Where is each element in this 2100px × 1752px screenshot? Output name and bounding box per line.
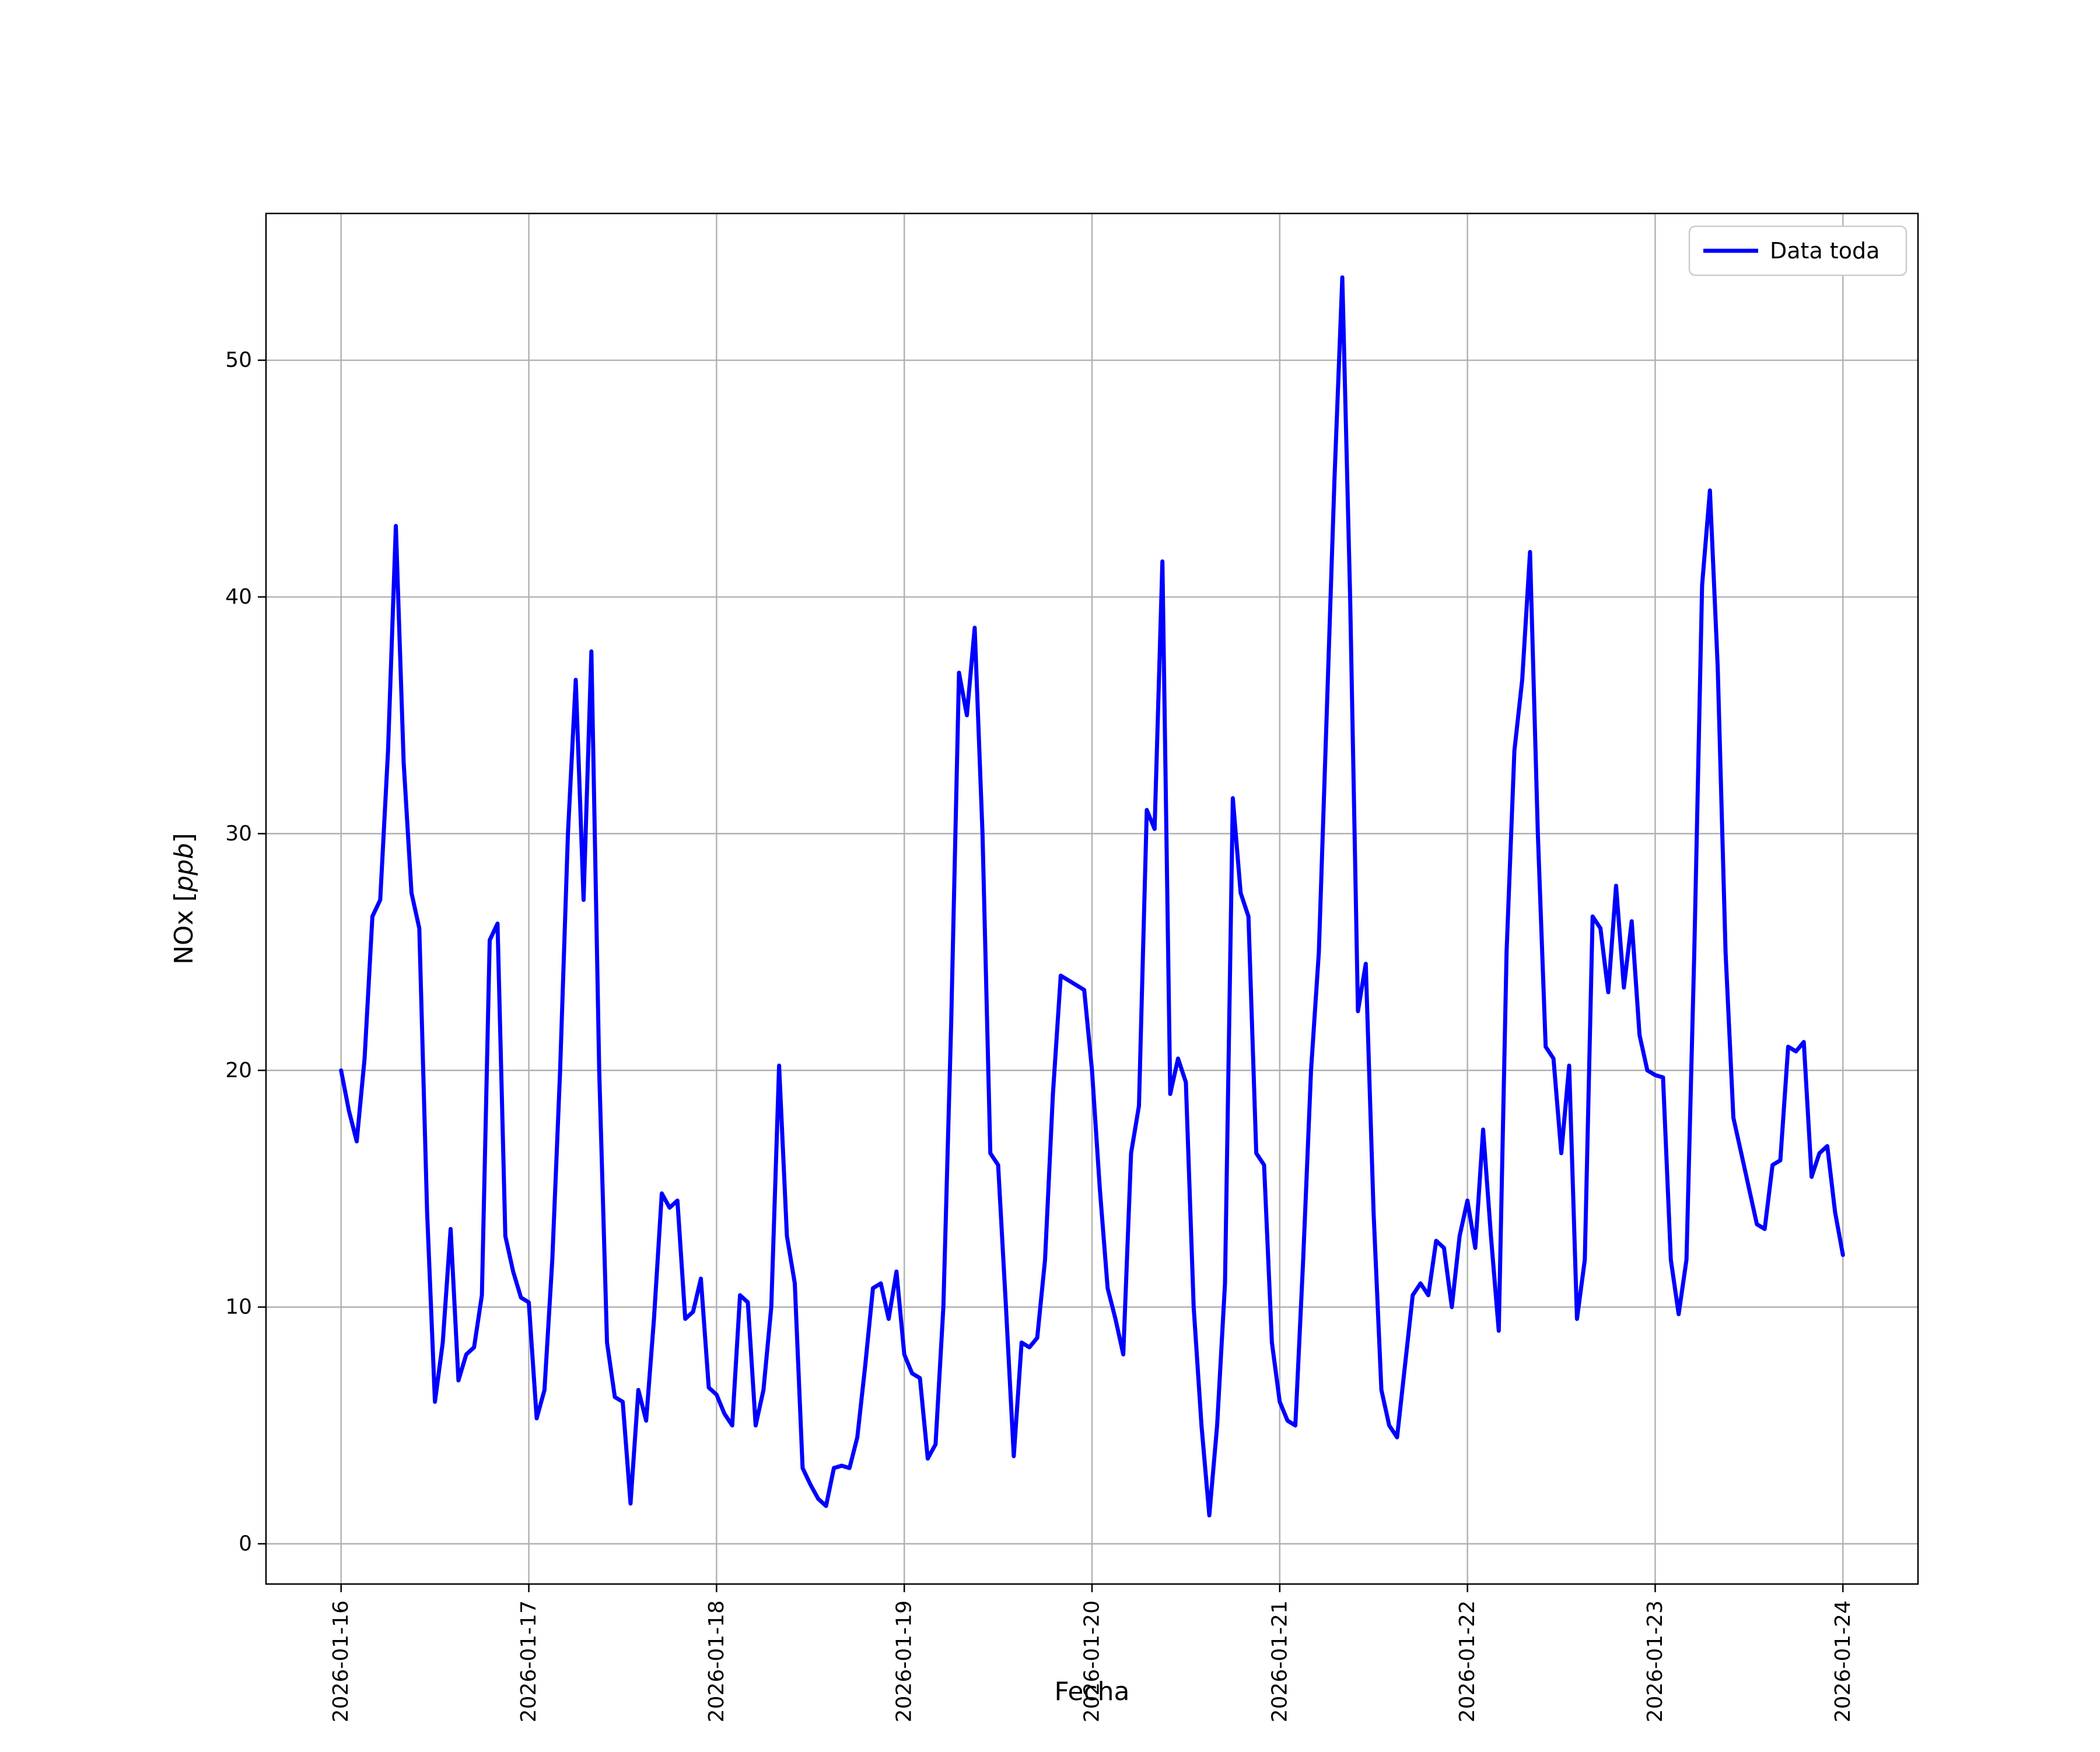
y-axis-label-math: ppb	[169, 843, 199, 892]
x-tick-label: 2026-01-19	[892, 1600, 916, 1722]
x-tick-label: 2026-01-24	[1831, 1600, 1855, 1722]
legend-box	[1688, 225, 1908, 276]
y-tick-label: 50	[225, 348, 252, 372]
x-tick-label: 2026-01-16	[329, 1600, 353, 1722]
x-tick-label: 2026-01-21	[1268, 1600, 1292, 1722]
x-tick-label: 2026-01-23	[1643, 1600, 1667, 1722]
y-tick-label: 10	[225, 1295, 252, 1319]
y-axis-label-prefix: NOx [	[169, 892, 199, 965]
x-tick-label: 2026-01-20	[1080, 1600, 1104, 1722]
x-axis-label: Fecha	[1054, 1677, 1129, 1707]
gridlines	[266, 213, 1918, 1584]
x-tick-label: 2026-01-18	[705, 1600, 729, 1722]
y-tick-label: 20	[225, 1059, 252, 1082]
y-tick-label: 0	[239, 1532, 252, 1556]
data-series	[339, 275, 1845, 1518]
x-tick-label: 2026-01-17	[517, 1600, 541, 1722]
legend: Data toda	[1688, 225, 1908, 276]
y-tick-label: 30	[225, 822, 252, 846]
axis-ticks: 2026-01-16 2026-01-17 2026-01-18 2026-01-19…	[225, 348, 1855, 1722]
series-line	[339, 275, 1845, 1518]
y-axis-label-suffix: ]	[169, 833, 199, 843]
y-tick-label: 40	[225, 585, 252, 609]
y-axis-label: NOx [ppb]	[169, 833, 199, 965]
legend-entry-label: Data toda	[1770, 238, 1880, 264]
x-tick-label: 2026-01-22	[1455, 1600, 1479, 1722]
